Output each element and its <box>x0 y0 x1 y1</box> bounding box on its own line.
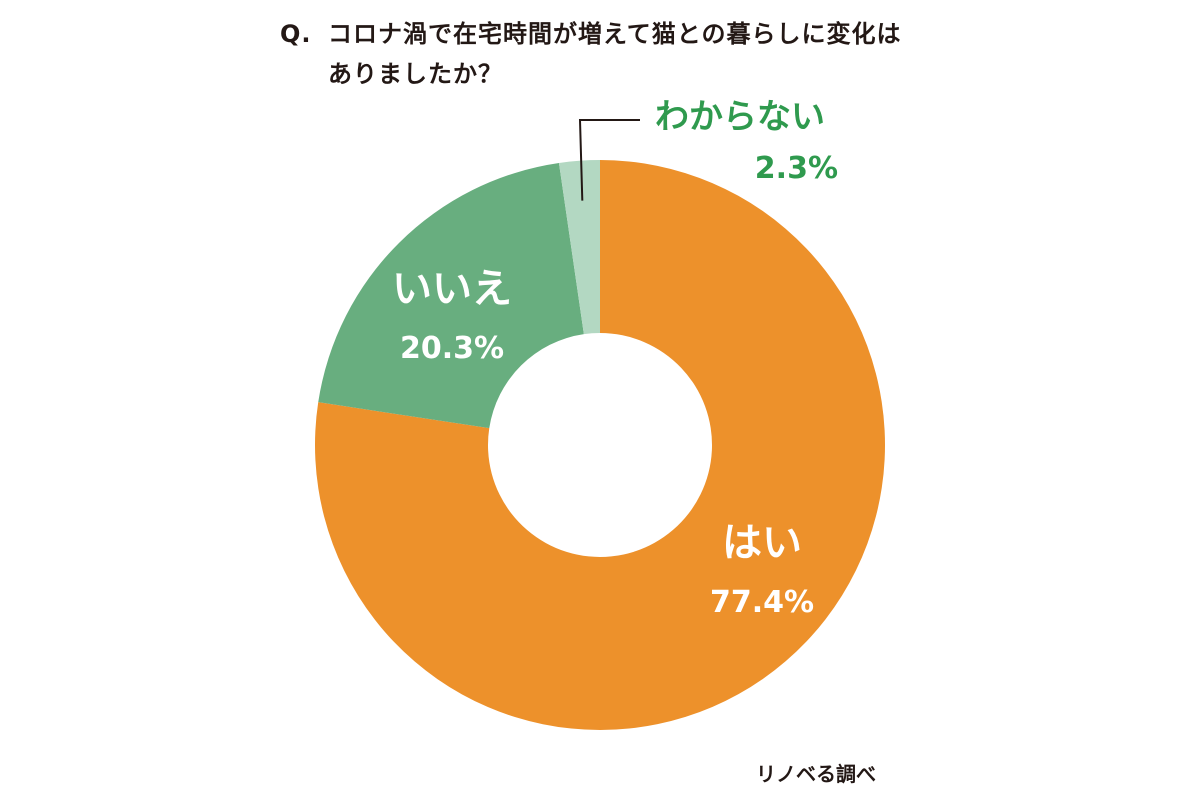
slice-value-3: 2.3% <box>755 151 838 186</box>
question-text-line-1: コロナ渦で在宅時間が増えて猫との暮らしに変化は <box>328 20 902 48</box>
slice-value-1: 77.4% <box>710 585 814 620</box>
donut-slice-1 <box>315 160 885 730</box>
donut-slices <box>315 160 885 730</box>
question-text-line-2: ありましたか？ <box>328 60 503 88</box>
donut-slice-2 <box>318 162 584 429</box>
chart-question: Q. コロナ渦で在宅時間が増えて猫との暮らしに変化は ありましたか？ <box>280 14 902 94</box>
slice-value-2: 20.3% <box>400 331 504 366</box>
question-line-1: Q. コロナ渦で在宅時間が増えて猫との暮らしに変化は <box>280 14 902 54</box>
donut-labels: はい 77.4% いいえ 20.3% わからない 2.3% <box>392 97 838 620</box>
slice-label-2: いいえ <box>392 266 512 312</box>
slice-label-1: はい <box>722 520 802 566</box>
source-credit: リノベる調べ <box>756 762 876 786</box>
question-prefix: Q. <box>280 20 312 48</box>
slice-3-leader-line <box>578 119 640 201</box>
slice-label-3: わからない <box>655 97 825 137</box>
donut-slice-3 <box>558 160 600 335</box>
